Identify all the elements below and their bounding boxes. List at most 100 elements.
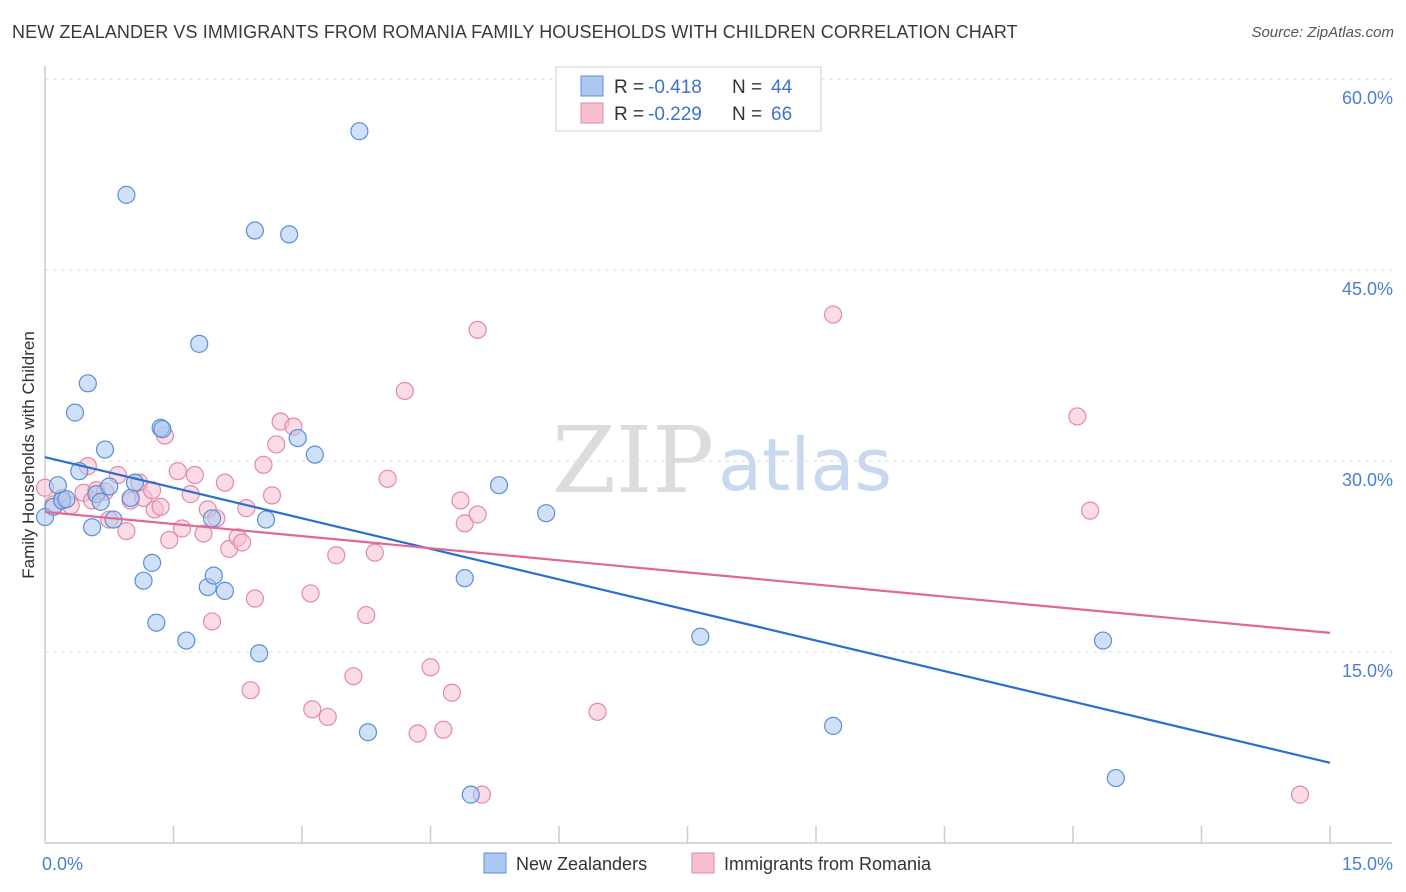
legend-blue-r-label: R =: [614, 77, 644, 98]
data-point-new-zealander: [147, 613, 166, 632]
data-point-romania: [151, 497, 170, 516]
data-point-romania: [365, 543, 384, 562]
data-point-romania: [421, 658, 440, 677]
data-point-new-zealander: [121, 488, 140, 508]
data-point-romania: [588, 702, 607, 721]
data-point-new-zealander: [177, 631, 196, 650]
data-point-romania: [202, 612, 222, 631]
data-point-new-zealander: [256, 510, 276, 529]
data-point-romania: [824, 305, 843, 324]
data-point-romania: [168, 462, 187, 481]
data-point-romania: [378, 469, 397, 488]
bottom-legend-swatch-pink: [691, 852, 715, 874]
data-point-romania: [301, 584, 320, 603]
trendline-new-zealanders: [44, 456, 1331, 764]
data-point-new-zealander: [489, 476, 509, 495]
legend-pink-n-label: N =: [732, 104, 762, 125]
data-point-new-zealander: [280, 225, 299, 244]
data-point-new-zealander: [142, 553, 162, 572]
data-point-new-zealander: [204, 566, 223, 585]
data-point-romania: [262, 486, 282, 505]
data-point-romania: [327, 546, 346, 565]
data-point-new-zealander: [537, 504, 556, 523]
x-axis-ticks: [172, 826, 1331, 843]
data-point-romania: [241, 681, 260, 700]
y-tick-label: 60.0%: [1342, 88, 1393, 108]
series-new-zealanders: [35, 122, 1125, 804]
data-point-romania: [395, 381, 414, 401]
bottom-legend-new-zealanders: New Zealanders: [516, 854, 647, 874]
data-point-new-zealander: [153, 420, 172, 439]
y-tick-label: 30.0%: [1342, 470, 1393, 490]
data-point-romania: [237, 499, 256, 518]
data-point-romania: [185, 465, 205, 485]
x-tick-label-min: 0.0%: [42, 854, 83, 874]
data-point-new-zealander: [350, 122, 369, 141]
data-point-romania: [303, 700, 322, 719]
data-point-new-zealander: [134, 571, 153, 590]
source-label: Source: ZipAtlas.com: [1251, 24, 1394, 41]
data-point-new-zealander: [57, 490, 76, 509]
data-point-new-zealander: [305, 445, 324, 464]
data-point-new-zealander: [91, 492, 110, 511]
data-point-romania: [318, 707, 337, 727]
data-point-romania: [160, 530, 179, 550]
data-point-new-zealander: [288, 428, 307, 448]
data-point-romania: [434, 720, 453, 739]
trendline-immigrants-from-romania: [44, 510, 1331, 634]
series-legend: New Zealanders Immigrants from Romania: [483, 852, 932, 874]
data-point-romania: [468, 505, 487, 524]
data-point-romania: [117, 521, 136, 541]
data-point-new-zealander: [190, 334, 209, 353]
data-point-new-zealander: [100, 477, 119, 496]
data-point-romania: [344, 667, 363, 686]
data-point-new-zealander: [455, 569, 474, 588]
bottom-legend-immigrants-from-romania: Immigrants from Romania: [724, 854, 932, 874]
legend-pink-r-label: R =: [614, 104, 644, 125]
legend-swatch-pink: [580, 102, 604, 124]
data-point-romania: [357, 605, 376, 625]
legend-blue-n-label: N =: [732, 77, 762, 98]
data-point-new-zealander: [461, 785, 480, 804]
x-tick-label-max: 15.0%: [1342, 854, 1393, 874]
data-point-romania: [172, 519, 192, 538]
data-point-romania: [215, 473, 234, 492]
data-point-romania: [468, 320, 487, 339]
data-point-romania: [408, 724, 427, 743]
legend-blue-r-value: -0.418: [648, 77, 702, 98]
data-point-new-zealander: [824, 716, 843, 735]
data-point-romania: [451, 491, 470, 510]
data-point-new-zealander: [245, 221, 264, 240]
legend-pink-r-value: -0.229: [648, 104, 702, 125]
data-point-new-zealander: [202, 509, 222, 528]
data-point-romania: [194, 524, 213, 543]
data-point-new-zealander: [117, 185, 136, 204]
data-point-romania: [442, 683, 462, 702]
bottom-legend-swatch-blue: [483, 852, 507, 874]
correlation-legend: R = -0.418 N = 44 R = -0.229 N = 66: [555, 66, 822, 132]
legend-pink-n-value: 66: [771, 104, 792, 125]
data-point-new-zealander: [358, 723, 378, 742]
y-tick-label: 15.0%: [1342, 661, 1393, 681]
data-point-romania: [1068, 407, 1087, 426]
data-point-new-zealander: [250, 644, 269, 663]
watermark-atlas: atlas: [718, 423, 892, 507]
y-tick-label: 45.0%: [1342, 279, 1393, 299]
data-point-romania: [1290, 785, 1310, 804]
data-point-romania: [232, 533, 252, 552]
data-point-romania: [455, 514, 474, 533]
gridlines: [45, 78, 1392, 653]
data-point-new-zealander: [691, 627, 710, 646]
data-point-new-zealander: [1093, 631, 1113, 650]
legend-swatch-blue: [580, 75, 604, 97]
data-point-new-zealander: [78, 374, 97, 393]
data-point-new-zealander: [83, 518, 102, 537]
data-point-romania: [245, 589, 264, 608]
data-point-romania: [254, 455, 273, 474]
y-axis-label: Family Households with Children: [19, 331, 38, 579]
series-immigrants-from-romania: [35, 305, 1310, 804]
legend-blue-n-value: 44: [771, 77, 793, 98]
chart-title: NEW ZEALANDER VS IMMIGRANTS FROM ROMANIA…: [12, 22, 1018, 42]
data-point-romania: [1081, 501, 1100, 520]
